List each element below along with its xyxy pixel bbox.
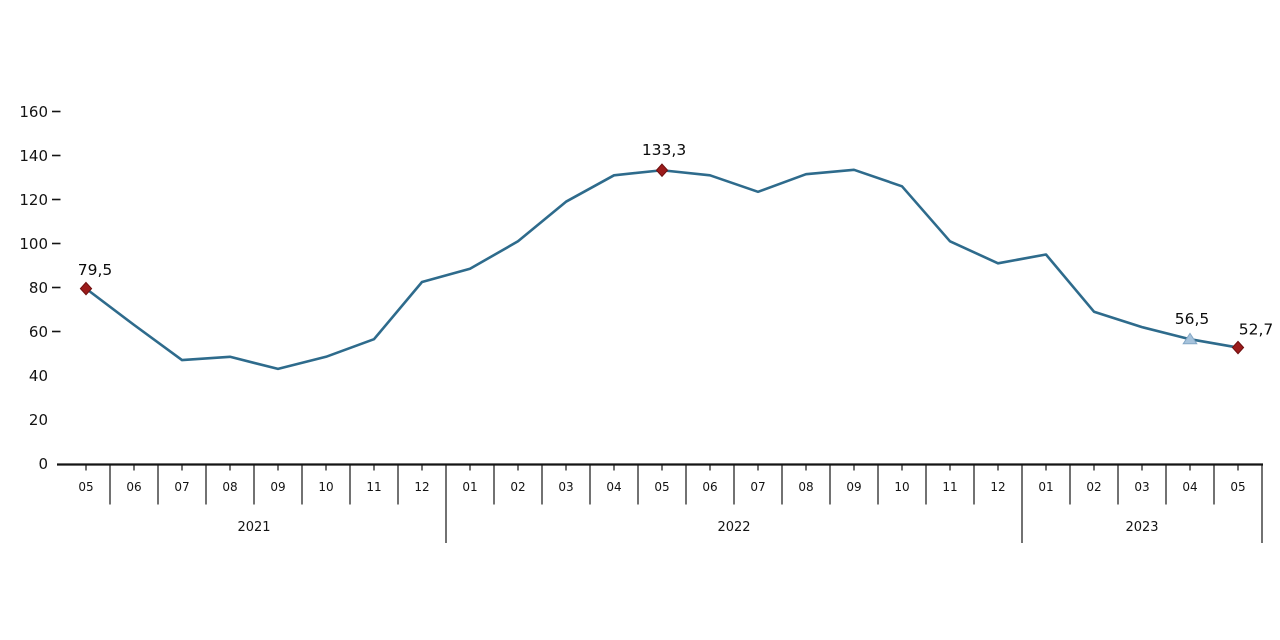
month-label: 07: [750, 480, 765, 494]
month-label: 10: [318, 480, 333, 494]
month-label: 05: [1230, 480, 1245, 494]
month-label: 09: [270, 480, 285, 494]
month-label: 12: [990, 480, 1005, 494]
y-axis-tick-label: 80: [29, 279, 48, 297]
month-label: 04: [1182, 480, 1197, 494]
y-axis-tick-label: 160: [19, 103, 48, 121]
diamond-marker-icon: [655, 163, 669, 178]
data-point-label: 56,5: [1175, 310, 1210, 328]
month-label: 03: [558, 480, 573, 494]
diamond-marker-icon: [79, 281, 93, 296]
y-axis-tick-label: 100: [19, 235, 48, 253]
y-axis-tick-label: 0: [38, 455, 48, 473]
month-label: 08: [798, 480, 813, 494]
month-label: 02: [510, 480, 525, 494]
month-label: 06: [702, 480, 717, 494]
y-axis-tick-label: 20: [29, 411, 48, 429]
month-label: 10: [894, 480, 909, 494]
y-axis-tick-label: 40: [29, 367, 48, 385]
year-label: 2021: [237, 520, 270, 535]
month-label: 01: [1038, 480, 1053, 494]
month-label: 09: [846, 480, 861, 494]
month-label: 12: [414, 480, 429, 494]
month-label: 05: [78, 480, 93, 494]
month-label: 07: [174, 480, 189, 494]
data-point-label: 133,3: [642, 141, 686, 159]
month-label: 03: [1134, 480, 1149, 494]
year-label: 2023: [1125, 520, 1158, 535]
month-label: 04: [606, 480, 621, 494]
triangle-marker-icon: [1182, 332, 1198, 345]
y-axis-tick-label: 120: [19, 191, 48, 209]
month-label: 11: [942, 480, 957, 494]
month-label: 02: [1086, 480, 1101, 494]
data-point-label: 52,7: [1239, 321, 1274, 339]
month-label: 11: [366, 480, 381, 494]
y-axis-tick-label: 60: [29, 323, 48, 341]
diamond-marker-icon: [1231, 340, 1245, 355]
month-label: 05: [654, 480, 669, 494]
month-label: 01: [462, 480, 477, 494]
year-label: 2022: [717, 520, 750, 535]
month-label: 08: [222, 480, 237, 494]
y-axis-tick-label: 140: [19, 147, 48, 165]
data-point-label: 79,5: [78, 261, 113, 279]
series-line: [84, 168, 1240, 371]
month-label: 06: [126, 480, 141, 494]
